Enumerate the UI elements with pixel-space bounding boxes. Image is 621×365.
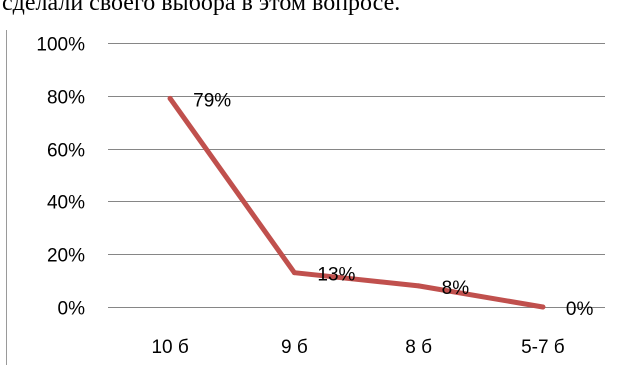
y-tick-label: 0% [58, 299, 86, 320]
y-tick-label: 60% [47, 141, 85, 162]
y-tick-label: 40% [47, 193, 85, 214]
data-label: 13% [317, 265, 355, 286]
y-tick-label: 80% [47, 88, 85, 109]
x-tick-label: 10 б [151, 337, 188, 358]
series-line [167, 95, 546, 310]
data-label: 8% [442, 278, 470, 299]
data-label: 0% [566, 299, 594, 320]
x-tick-label: 9 б [281, 337, 308, 358]
x-axis-ticks: 10 б 9 б 8 б 5-7 б [151, 337, 564, 358]
x-tick-label: 8 б [405, 337, 432, 358]
y-axis-ticks: 0% 20% 40% 60% 80% 100% [36, 35, 85, 320]
data-point [540, 304, 546, 310]
y-tick-label: 100% [36, 35, 85, 56]
x-tick-label: 5-7 б [521, 337, 565, 358]
y-tick-label: 20% [47, 246, 85, 267]
page-text-fragment: сделали своего выбора в этом вопросе. [2, 0, 401, 16]
data-label: 79% [193, 90, 231, 111]
gridlines [108, 43, 605, 308]
series-layer [167, 95, 546, 310]
data-point [291, 270, 297, 276]
data-labels: 79% 13% 8% 0% [193, 90, 593, 320]
data-point [167, 95, 173, 101]
data-point [416, 283, 422, 289]
